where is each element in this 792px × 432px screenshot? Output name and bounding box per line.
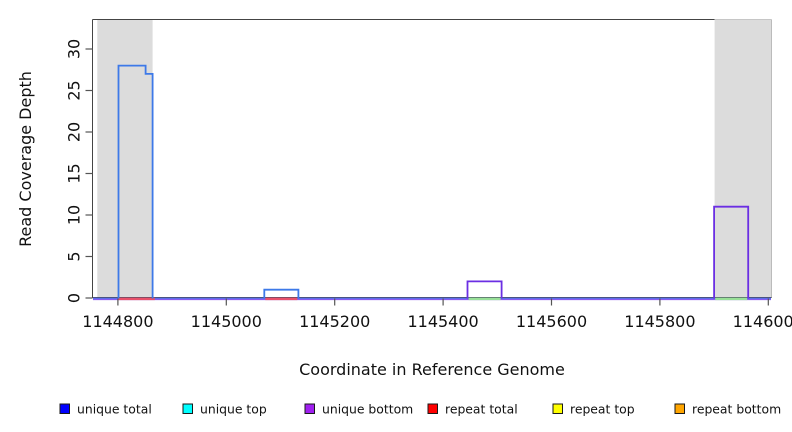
y-axis-tick-label: 25 [65, 80, 84, 100]
legend-label: repeat bottom [692, 402, 781, 417]
legend-swatch [674, 403, 685, 414]
legend-item: unique bottom [304, 402, 413, 417]
legend-label: unique top [200, 402, 267, 417]
legend-label: unique total [77, 402, 152, 417]
legend-swatch [427, 403, 438, 414]
y-axis-tick-label: 20 [65, 122, 84, 142]
series-unique-bottom-trace [466, 205, 750, 299]
x-axis-tick-label: 1144800 [82, 312, 153, 331]
legend-item: unique total [59, 402, 152, 417]
legend-item: repeat top [552, 402, 635, 417]
legend-swatch [182, 403, 193, 414]
x-axis-title: Coordinate in Reference Genome [299, 360, 565, 379]
y-axis-title: Read Coverage Depth [16, 71, 35, 247]
y-axis-tick-label: 30 [65, 39, 84, 59]
x-axis-tick-label: 1145800 [624, 312, 695, 331]
y-axis-tick-label: 10 [65, 205, 84, 225]
y-axis-tick-label: 15 [65, 163, 84, 183]
y-axis-tick-label: 0 [65, 293, 84, 303]
x-axis-tick-label: 1145000 [191, 312, 262, 331]
legend-label: repeat total [445, 402, 518, 417]
legend-label: repeat top [570, 402, 635, 417]
legend-item: repeat total [427, 402, 518, 417]
y-axis-tick-label: 5 [65, 251, 84, 261]
x-axis-tick-label: 1145200 [299, 312, 370, 331]
legend-item: unique top [182, 402, 267, 417]
legend-swatch [59, 403, 70, 414]
legend-swatch [304, 403, 315, 414]
legend-swatch [552, 403, 563, 414]
masked-region [97, 19, 153, 299]
x-axis-tick-label: 1145600 [516, 312, 587, 331]
legend-item: repeat bottom [674, 402, 781, 417]
x-axis-tick-label: 1145400 [407, 312, 478, 331]
series-unique-total-trace [117, 64, 300, 299]
masked-region [714, 19, 771, 299]
legend-label: unique bottom [322, 402, 413, 417]
